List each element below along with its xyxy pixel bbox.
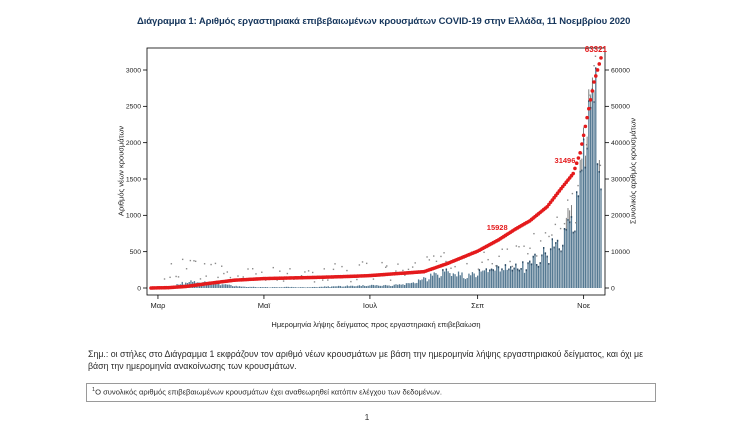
svg-text:63321: 63321	[585, 45, 608, 54]
svg-text:Νοε: Νοε	[577, 301, 591, 310]
svg-text:3000: 3000	[126, 67, 141, 74]
svg-text:30000: 30000	[611, 176, 630, 183]
svg-text:0: 0	[611, 285, 615, 292]
svg-text:2500: 2500	[126, 104, 141, 111]
svg-text:0: 0	[137, 285, 141, 292]
svg-text:Ιουλ: Ιουλ	[363, 301, 377, 310]
y-right-axis-title: Συνολικός αριθμός κρουσμάτων	[628, 117, 638, 225]
cumulative-line-layer	[149, 56, 603, 290]
axes-layer: 0500100015002000250030000100002000030000…	[126, 47, 630, 310]
svg-text:Σεπ: Σεπ	[471, 301, 484, 310]
svg-text:2000: 2000	[126, 140, 141, 147]
figure-note: Σημ.: οι στήλες στο Διάγραμμα 1 εκφράζου…	[88, 349, 644, 372]
bars-layer	[150, 67, 602, 289]
page-number: 1	[364, 412, 370, 422]
svg-text:60000: 60000	[611, 67, 630, 74]
x-axis-title: Ημερομηνία λήψης δείγματος προς εργαστηρ…	[271, 320, 481, 329]
svg-text:31496: 31496	[555, 156, 576, 165]
footnote-box: 1Ο συνολικός αριθμός επιβεβαιωμένων κρου…	[86, 383, 656, 402]
svg-text:10000: 10000	[611, 249, 630, 256]
annotations-layer: 15928 31496 63321	[487, 45, 608, 232]
footnote-text: Ο συνολικός αριθμός επιβεβαιωμένων κρουσ…	[95, 387, 442, 397]
svg-text:1000: 1000	[126, 213, 141, 220]
svg-text:15928: 15928	[487, 223, 508, 232]
chart-title: Διάγραμμα 1: Αριθμός εργαστηριακά επιβεβ…	[137, 16, 631, 27]
specks-layer	[163, 55, 602, 283]
svg-text:Μαρ: Μαρ	[151, 301, 166, 310]
svg-text:500: 500	[130, 249, 142, 256]
svg-text:40000: 40000	[611, 140, 630, 147]
svg-text:50000: 50000	[611, 104, 630, 111]
svg-text:Μαϊ: Μαϊ	[258, 301, 271, 310]
svg-text:1500: 1500	[126, 176, 141, 183]
svg-text:20000: 20000	[611, 213, 630, 220]
footnote-marker: 1	[92, 387, 96, 393]
covid-cases-chart: 0500100015002000250030000100002000030000…	[126, 45, 630, 310]
